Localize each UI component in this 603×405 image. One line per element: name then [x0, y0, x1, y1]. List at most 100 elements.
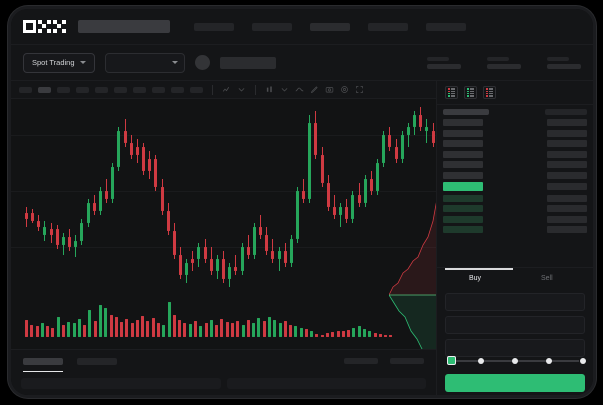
orderbook-ask-row[interactable]	[443, 129, 587, 137]
nav-item-trade[interactable]	[310, 22, 350, 31]
orderbook-price	[443, 171, 483, 179]
stat-value	[427, 64, 461, 69]
fullscreen-icon[interactable]	[355, 85, 364, 94]
volume-bar	[236, 321, 240, 337]
slider-step-dot[interactable]	[478, 357, 484, 364]
top-navigation	[194, 22, 466, 31]
nav-item-markets[interactable]	[252, 22, 292, 31]
volume-bar	[83, 324, 87, 337]
candle-body	[369, 179, 373, 191]
pair-select-dropdown[interactable]	[104, 52, 185, 73]
pencil-icon[interactable]	[310, 85, 319, 94]
candle-body	[68, 237, 72, 247]
orderbook-last-price-row	[443, 182, 587, 191]
candle-body	[154, 159, 158, 187]
stat-block	[427, 57, 461, 69]
order-amount-field[interactable]	[445, 316, 585, 334]
timeframe-button[interactable]	[152, 86, 165, 93]
volume-bar	[294, 326, 298, 337]
chart-type-icon[interactable]	[265, 85, 274, 94]
order-price-field[interactable]	[445, 293, 585, 311]
chevron-down-icon[interactable]	[280, 85, 289, 94]
tab-sell[interactable]: Sell	[541, 275, 553, 282]
orderbook-price	[443, 150, 483, 158]
volume-bar	[384, 334, 388, 337]
market-stats	[427, 45, 581, 81]
orderbook-ask-row[interactable]	[443, 171, 587, 179]
orderbook-bid-row[interactable]	[443, 226, 587, 233]
nav-item-derivatives[interactable]	[368, 22, 408, 31]
order-total-field[interactable]	[445, 339, 585, 357]
price-chart[interactable]	[11, 99, 436, 349]
orderbook-bid-row[interactable]	[443, 194, 587, 202]
settings-icon[interactable]	[340, 85, 349, 94]
candle-body	[228, 267, 232, 279]
camera-icon[interactable]	[325, 85, 334, 94]
timeframe-button[interactable]	[19, 86, 32, 93]
trade-sidebar: Buy Sell	[436, 81, 593, 395]
nav-item-earn[interactable]	[426, 22, 466, 31]
timeframe-button[interactable]	[190, 86, 203, 93]
volume-bar	[167, 301, 171, 337]
submit-buy-button[interactable]	[445, 374, 585, 392]
chevron-down-icon	[171, 61, 178, 64]
timeframe-button[interactable]	[76, 86, 89, 93]
volume-bar	[141, 316, 145, 337]
slider-handle[interactable]	[447, 356, 456, 365]
slider-step-dot[interactable]	[546, 357, 552, 364]
chart-toolbar	[11, 81, 436, 99]
timeframe-button[interactable]	[95, 86, 108, 93]
timeframe-button[interactable]	[114, 86, 127, 93]
volume-bar	[326, 333, 330, 337]
app-screen: Spot Trading	[11, 9, 593, 395]
timeframe-button[interactable]	[38, 86, 51, 93]
volume-bar	[341, 331, 345, 337]
okx-logo-icon[interactable]	[23, 20, 66, 33]
slider-step-dot[interactable]	[580, 357, 586, 364]
orders-action-cancel-all[interactable]	[390, 358, 424, 364]
indicators-icon[interactable]	[222, 85, 231, 94]
volume-bar	[130, 323, 134, 337]
candle-body	[289, 239, 293, 263]
orderbook-bid-row[interactable]	[443, 215, 587, 223]
spot-trading-button[interactable]: Spot Trading	[23, 52, 95, 73]
orderbook-ask-row[interactable]	[443, 140, 587, 147]
candle-body	[283, 251, 287, 263]
orderbook-bid-row[interactable]	[443, 205, 587, 212]
volume-bar	[109, 314, 113, 337]
chevron-down-icon[interactable]	[237, 85, 246, 94]
volume-bar	[283, 321, 287, 337]
candle-body	[129, 143, 133, 155]
orderbook-ask-row[interactable]	[443, 161, 587, 168]
candle-body	[123, 131, 127, 143]
orders-panel-left[interactable]	[21, 378, 221, 389]
nav-item-buy-crypto[interactable]	[194, 22, 234, 31]
search-input[interactable]	[78, 20, 170, 33]
volume-bar	[230, 323, 234, 337]
orders-action-filter[interactable]	[344, 358, 378, 364]
volume-bar	[120, 321, 124, 337]
line-tool-icon[interactable]	[295, 85, 304, 94]
orders-panel-right[interactable]	[226, 378, 426, 389]
orderbook-ask-row[interactable]	[443, 119, 587, 126]
orders-tab-open[interactable]	[23, 358, 63, 365]
timeframe-button[interactable]	[171, 86, 184, 93]
top-header	[11, 9, 593, 45]
orderbook-mode-both-icon[interactable]	[445, 86, 458, 99]
orders-tab-history[interactable]	[77, 358, 117, 365]
orderbook-mode-asks-icon[interactable]	[483, 86, 496, 99]
order-book[interactable]	[437, 105, 593, 265]
tab-buy[interactable]: Buy	[469, 275, 482, 282]
volume-bar	[320, 334, 324, 337]
timeframe-button[interactable]	[133, 86, 146, 93]
candle-body	[142, 147, 146, 171]
volume-bar	[162, 324, 166, 337]
orderbook-ask-row[interactable]	[443, 150, 587, 158]
orderbook-mode-bids-icon[interactable]	[464, 86, 477, 99]
timeframe-button[interactable]	[57, 86, 70, 93]
amount-percent-slider[interactable]	[447, 356, 586, 366]
orderbook-bids	[443, 194, 587, 233]
candle-body	[43, 227, 47, 235]
slider-step-dot[interactable]	[512, 357, 518, 364]
volume-bar	[368, 331, 372, 337]
